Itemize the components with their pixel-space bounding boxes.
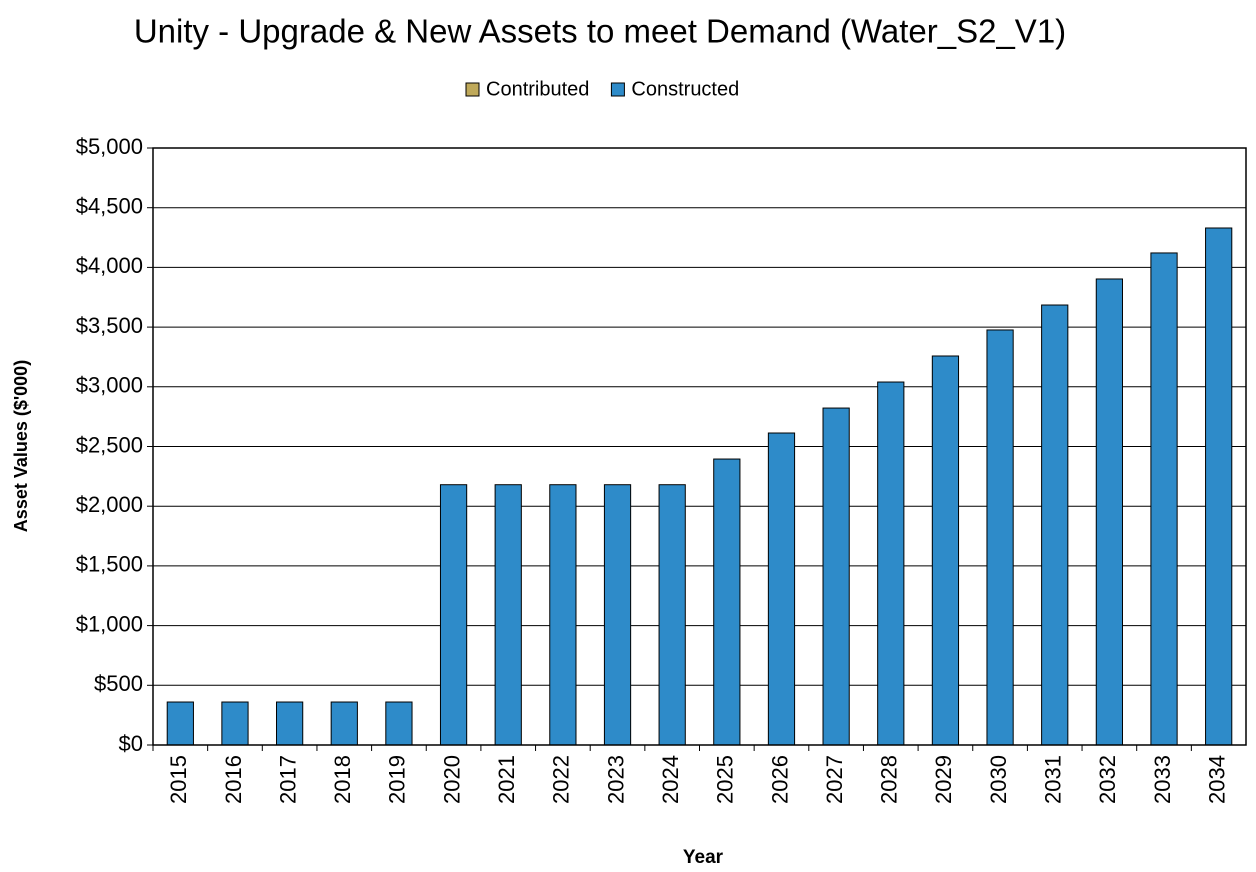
bar-segment [658,484,686,746]
bar-segment [603,484,632,746]
x-tick-label: 2027 [822,755,847,804]
x-tick-label: 2034 [1204,755,1229,804]
bar-segment [330,701,358,746]
x-tick-label: 2029 [931,755,956,804]
y-axis-title: Asset Values ($'000) [11,360,31,532]
x-tick-label: 2017 [275,755,300,804]
x-tick-label: 2021 [494,755,519,804]
y-tick-label: $3,500 [76,313,143,338]
x-axis-title: Year [683,847,724,868]
legend-swatch [465,82,480,97]
x-tick-label: 2025 [713,755,738,804]
bar-segment [1041,304,1069,746]
x-tick-label: 2020 [439,755,464,804]
y-tick-label: $2,500 [76,432,143,457]
bar-segment [931,355,960,746]
x-tick-label: 2019 [385,755,410,804]
y-tick-label: $3,000 [76,373,143,398]
legend-swatch [610,82,625,97]
x-tick-label: 2030 [986,755,1011,804]
x-tick-label: 2016 [221,755,246,804]
y-tick-label: $1,500 [76,552,143,577]
bar-segment [276,701,304,746]
y-tick-label: $0 [119,731,143,756]
bar-segment [1205,227,1233,746]
y-tick-label: $4,000 [76,253,143,278]
bar-segment [385,701,413,746]
bar-segment [822,407,850,746]
y-tick-label: $5,000 [76,134,143,159]
bar-segment [986,329,1014,746]
y-tick-label: $4,500 [76,194,143,219]
y-tick-label: $2,000 [76,492,143,517]
bar-segment [166,701,194,746]
legend-label: Constructed [631,78,739,100]
x-tick-label: 2026 [767,755,792,804]
x-tick-label: 2031 [1041,755,1066,804]
bar-segment [767,432,796,746]
bar-segment [494,484,522,746]
x-tick-label: 2028 [877,755,902,804]
plot-border [152,147,1247,746]
bar-segment [439,484,468,746]
y-tick-label: $1,000 [76,611,143,636]
bar-segment [549,484,577,746]
y-tick-label: $500 [94,671,143,696]
bar-segment [1150,252,1178,746]
bar-segment [1095,278,1123,746]
chart-title: Unity - Upgrade & New Assets to meet Dem… [134,13,1066,50]
x-tick-label: 2022 [549,755,574,804]
x-tick-label: 2032 [1095,755,1120,804]
bar-segment [221,701,249,746]
x-tick-label: 2015 [166,755,191,804]
x-tick-label: 2018 [330,755,355,804]
x-tick-label: 2024 [658,755,683,804]
bar-segment [877,381,905,746]
legend-label: Contributed [486,78,589,100]
x-tick-label: 2023 [603,755,628,804]
x-tick-label: 2033 [1150,755,1175,804]
bar-segment [713,458,741,746]
